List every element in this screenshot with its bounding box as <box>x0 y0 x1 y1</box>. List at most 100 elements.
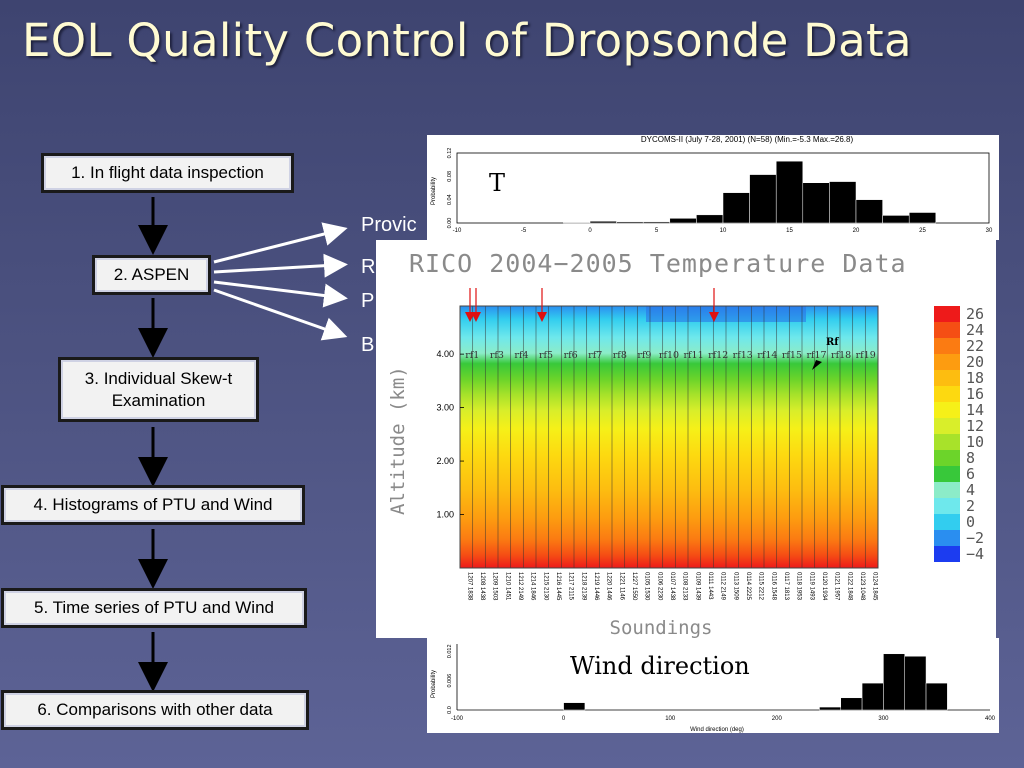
rico-sounding-label: 1227 1550 <box>631 572 637 601</box>
rico-sounding-label: 1216 1445 <box>555 572 561 601</box>
hist-bottom-xlabel: Wind direction (deg) <box>690 727 744 733</box>
aspen-output-3: P <box>361 290 375 312</box>
rico-colorbar-label: 14 <box>966 401 984 419</box>
rico-sounding-label: 0124 1845 <box>872 572 878 601</box>
hist-bottom-y-tick: 0.012 <box>447 644 453 658</box>
rico-sounding-label: 1210 1451 <box>504 572 510 601</box>
rico-xlabel: Soundings <box>610 617 713 638</box>
hist-top-x-tick: 25 <box>919 228 926 234</box>
rico-colorbar-label: 20 <box>966 353 984 371</box>
rico-colorbar-label: 4 <box>966 481 975 499</box>
rico-sounding-label: 1212 2149 <box>517 572 523 601</box>
rico-sounding-label: 0109 1439 <box>694 572 700 601</box>
slide-title: EOL Quality Control of Dropsonde Data <box>22 14 912 67</box>
rico-colorbar-cell <box>934 354 960 370</box>
rico-colorbar-label: 2 <box>966 497 975 515</box>
rico-sounding-label: 1218 2139 <box>580 572 586 601</box>
hist-top-bar <box>669 218 697 224</box>
rico-red-marker-arrow <box>537 312 547 322</box>
rico-y-tick: 1.00 <box>436 510 454 520</box>
rico-flight-label: rf3 <box>490 350 504 361</box>
rico-colorbar-cell <box>934 306 960 322</box>
rico-colorbar-label: 8 <box>966 449 975 467</box>
rico-sounding-label: 0122 1848 <box>846 572 852 601</box>
hist-top-bar <box>642 221 671 224</box>
rico-sounding-label: 0118 1953 <box>796 572 802 601</box>
hist-bottom-y-tick: 0.006 <box>447 674 453 688</box>
rico-sounding-label: 1207 1838 <box>466 572 472 601</box>
rico-y-tick: 3.00 <box>436 403 454 413</box>
rico-colorbar-cell <box>934 482 960 498</box>
rico-sounding-label: 1217 2115 <box>568 572 574 601</box>
rico-colorbar-label: 10 <box>966 433 984 451</box>
rico-flight-label: rf14 <box>757 350 777 361</box>
rico-temperature-panel: RICO 2004−2005 Temperature Data Altitude… <box>376 240 996 639</box>
hist-top-x-tick: -5 <box>521 228 527 234</box>
rico-colorbar-label: 18 <box>966 369 984 387</box>
step-comparisons: 6. Comparisons with other data <box>1 690 309 730</box>
wind-direction-histogram-panel: Wind direction Probability Wind directio… <box>427 638 999 733</box>
rico-red-marker-arrow <box>471 312 481 322</box>
rico-flight-label: rf5 <box>539 350 553 361</box>
rico-sounding-label: 1214 1846 <box>530 572 536 601</box>
rico-flight-label: rf10 <box>659 350 679 361</box>
rico-colorbar-cell <box>934 370 960 386</box>
rico-colorbar-cell <box>934 402 960 418</box>
step-timeseries: 5. Time series of PTU and Wind <box>1 588 307 628</box>
hist-top-bar <box>775 160 804 224</box>
wind-direction-histogram-chart: Wind direction Probability Wind directio… <box>431 644 996 733</box>
hist-top-bar <box>802 182 830 224</box>
hist-bottom-x-tick: 0 <box>562 716 566 722</box>
rico-sounding-label: 0121 1957 <box>834 572 840 601</box>
rico-sounding-label: 0115 2212 <box>758 572 764 601</box>
hist-top-x-tick: 0 <box>588 228 592 234</box>
rico-colorbar-label: −4 <box>966 545 984 563</box>
rico-sounding-label: 1219 1446 <box>593 572 599 601</box>
rico-colorbar-label: 22 <box>966 337 984 355</box>
rico-sounding-label: 1220 1446 <box>606 572 612 601</box>
rico-sounding-label: 1215 2130 <box>542 572 548 601</box>
hist-top-bar <box>908 212 937 224</box>
rico-flight-label: rf15 <box>782 350 802 361</box>
rico-colorbar-cell <box>934 450 960 466</box>
hist-top-bar <box>882 215 910 224</box>
rico-flight-label: rf13 <box>733 350 753 361</box>
hist-top-x-tick: 15 <box>786 228 793 234</box>
rico-sounding-label: 0106 2230 <box>656 572 662 601</box>
rico-flight-label: rf8 <box>613 350 627 361</box>
aspen-output-arrows <box>213 222 348 341</box>
hist-top-bar <box>749 174 777 224</box>
hist-top-x-tick: 30 <box>986 228 993 234</box>
hist-bottom-x-tick: 100 <box>665 716 676 722</box>
hist-bottom-bar <box>840 697 863 711</box>
rico-colorbar-cell <box>934 466 960 482</box>
temperature-histogram-panel: DYCOMS-II (July 7-28, 2001) (N=58) (Min.… <box>427 135 999 240</box>
rico-annotation: Rf <box>826 337 839 348</box>
hist-bottom-x-tick: 200 <box>772 716 783 722</box>
rico-sounding-label: 0107 1438 <box>669 572 675 601</box>
rico-sounding-label: 0117 1813 <box>783 572 789 601</box>
rico-flight-label: rf12 <box>708 350 728 361</box>
rico-colorbar-cell <box>934 322 960 338</box>
rico-colorbar-cell <box>934 546 960 562</box>
hist-bottom-x-tick: 400 <box>985 716 996 722</box>
hist-bottom-bar <box>883 653 905 711</box>
hist-bottom-x-tick: -100 <box>451 716 464 722</box>
hist-top-title: DYCOMS-II (July 7-28, 2001) (N=58) (Min.… <box>641 135 854 144</box>
hist-top-x-tick: 10 <box>720 228 727 234</box>
step-inflight-inspection: 1. In flight data inspection <box>41 153 294 193</box>
rico-sounding-label: 0111 1443 <box>707 572 713 600</box>
hist-top-bar <box>563 222 591 224</box>
rico-colorbar-cell <box>934 434 960 450</box>
hist-top-bar <box>696 214 724 224</box>
rico-sounding-label: 0105 1530 <box>644 572 650 601</box>
rico-y-tick: 2.00 <box>436 456 454 466</box>
hist-top-bar <box>589 221 617 224</box>
rico-flight-label: rf7 <box>588 350 602 361</box>
rico-colorbar-label: 24 <box>966 321 984 339</box>
hist-top-bar <box>829 181 857 224</box>
hist-top-x-tick: 20 <box>853 228 860 234</box>
hist-bottom-variable-label: Wind direction <box>570 652 750 680</box>
rico-flight-label: rf18 <box>831 350 851 361</box>
aspen-output-2: R <box>361 256 376 278</box>
